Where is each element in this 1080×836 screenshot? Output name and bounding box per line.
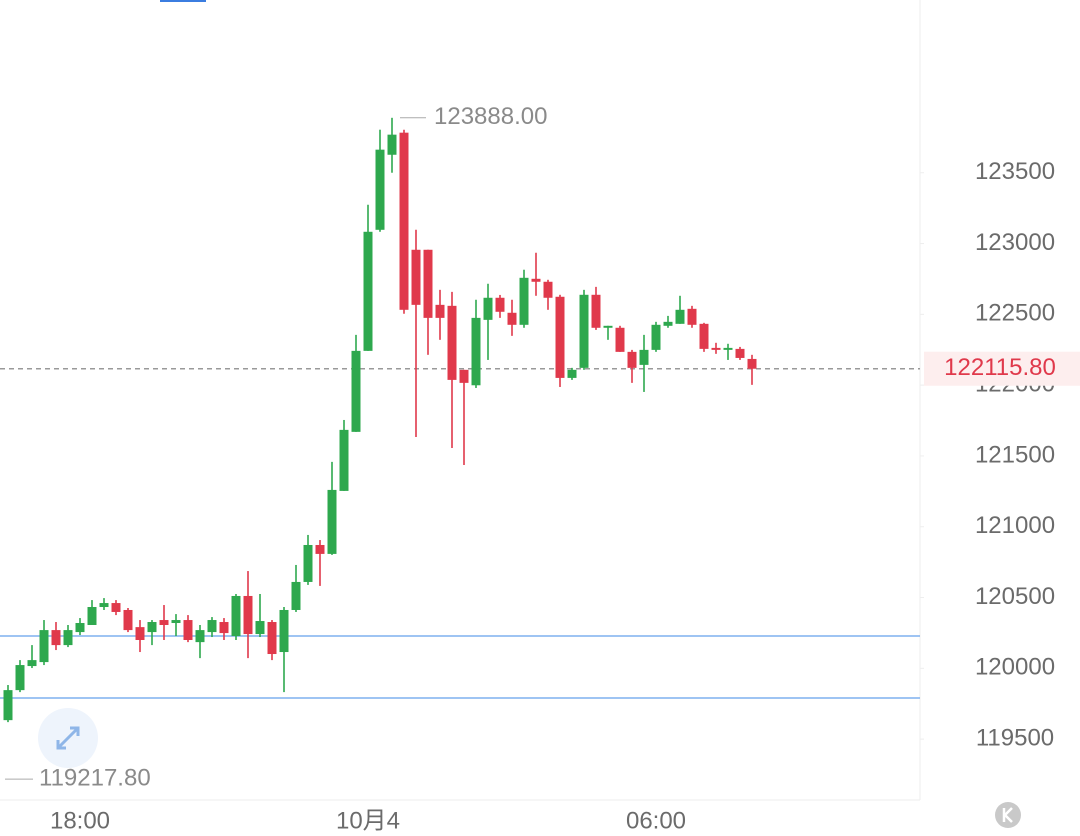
candle-body [159,620,169,625]
candle-body [27,660,37,667]
candle-body [63,630,73,646]
candle-body [135,627,145,640]
candle-body [243,595,253,635]
price-label-bg [924,351,1080,386]
candle-body [651,324,661,350]
candle-body [195,630,205,643]
candle-body [735,348,745,358]
candle-body [3,690,13,721]
candle-body [531,278,541,282]
candle-body [639,349,649,365]
y-tick-label: 122500 [975,300,1055,327]
candle-body [435,304,445,318]
grid [920,172,924,740]
candle-body [447,305,457,380]
candle-body [483,297,493,320]
candle-body [39,630,49,663]
candle-body [591,294,601,328]
candle-body [267,622,277,655]
y-tick-label: 120500 [975,583,1055,610]
candle-body [207,620,217,633]
candle-body [423,249,433,318]
candle-body [387,134,397,155]
candle-body [555,296,565,378]
candle-body [459,369,469,383]
candle-body [579,294,589,368]
candle-body [471,317,481,386]
tab-indicator [160,0,206,2]
candle-body [291,581,301,610]
candle-body [231,595,241,637]
candle-body [747,358,757,369]
min-label: 119217.80 [39,764,151,791]
x-tick-label: 10月4 [336,807,400,834]
y-tick-label: 121000 [975,512,1055,539]
candle-body [567,369,577,378]
candle-body [675,309,685,324]
candle-body [723,347,733,350]
candle-body [351,350,361,432]
candle-body [687,308,697,325]
candle-body [51,630,61,646]
expand-button[interactable] [38,708,98,768]
candle-body [123,609,133,631]
candle-body [543,281,553,298]
y-tick-label: 119500 [976,724,1054,751]
candle-body [219,622,229,634]
candle-body [75,623,85,633]
candle-body [111,603,121,612]
candle-body [15,665,25,691]
candle-body [627,351,637,368]
candle-body [699,323,709,349]
candles [3,117,757,723]
candle-body [711,347,721,350]
price-label: 122115.80 [944,354,1056,381]
y-tick-label: 120000 [975,654,1055,681]
candle-body [339,429,349,491]
candle-body [327,489,337,554]
candle-body [363,231,373,351]
candle-body [411,249,421,305]
candle-body [399,132,409,310]
k-button[interactable] [995,802,1021,828]
candle-body [375,149,385,230]
candle-body [183,620,193,640]
labels: 1195001200001205001210001215001220001225… [5,103,1080,834]
candle-body [507,312,517,325]
candle-body [255,621,265,635]
y-tick-label: 123000 [975,229,1055,256]
x-tick-label: 18:00 [50,807,110,834]
candle-body [495,297,505,312]
candle-body [171,620,181,624]
candle-body [603,325,613,328]
candle-body [87,607,97,625]
candle-body [99,603,109,608]
candle-body [663,321,673,326]
candle-body [315,544,325,554]
lines [0,367,920,699]
candle-body [147,622,157,633]
candle-body [303,544,313,582]
y-tick-label: 121500 [975,441,1055,468]
max-label: 123888.00 [434,103,547,130]
y-tick-label: 123500 [975,158,1055,185]
candle-body [519,277,529,325]
candle-body [279,609,289,653]
x-tick-label: 06:00 [626,807,686,834]
candle-body [615,327,625,352]
